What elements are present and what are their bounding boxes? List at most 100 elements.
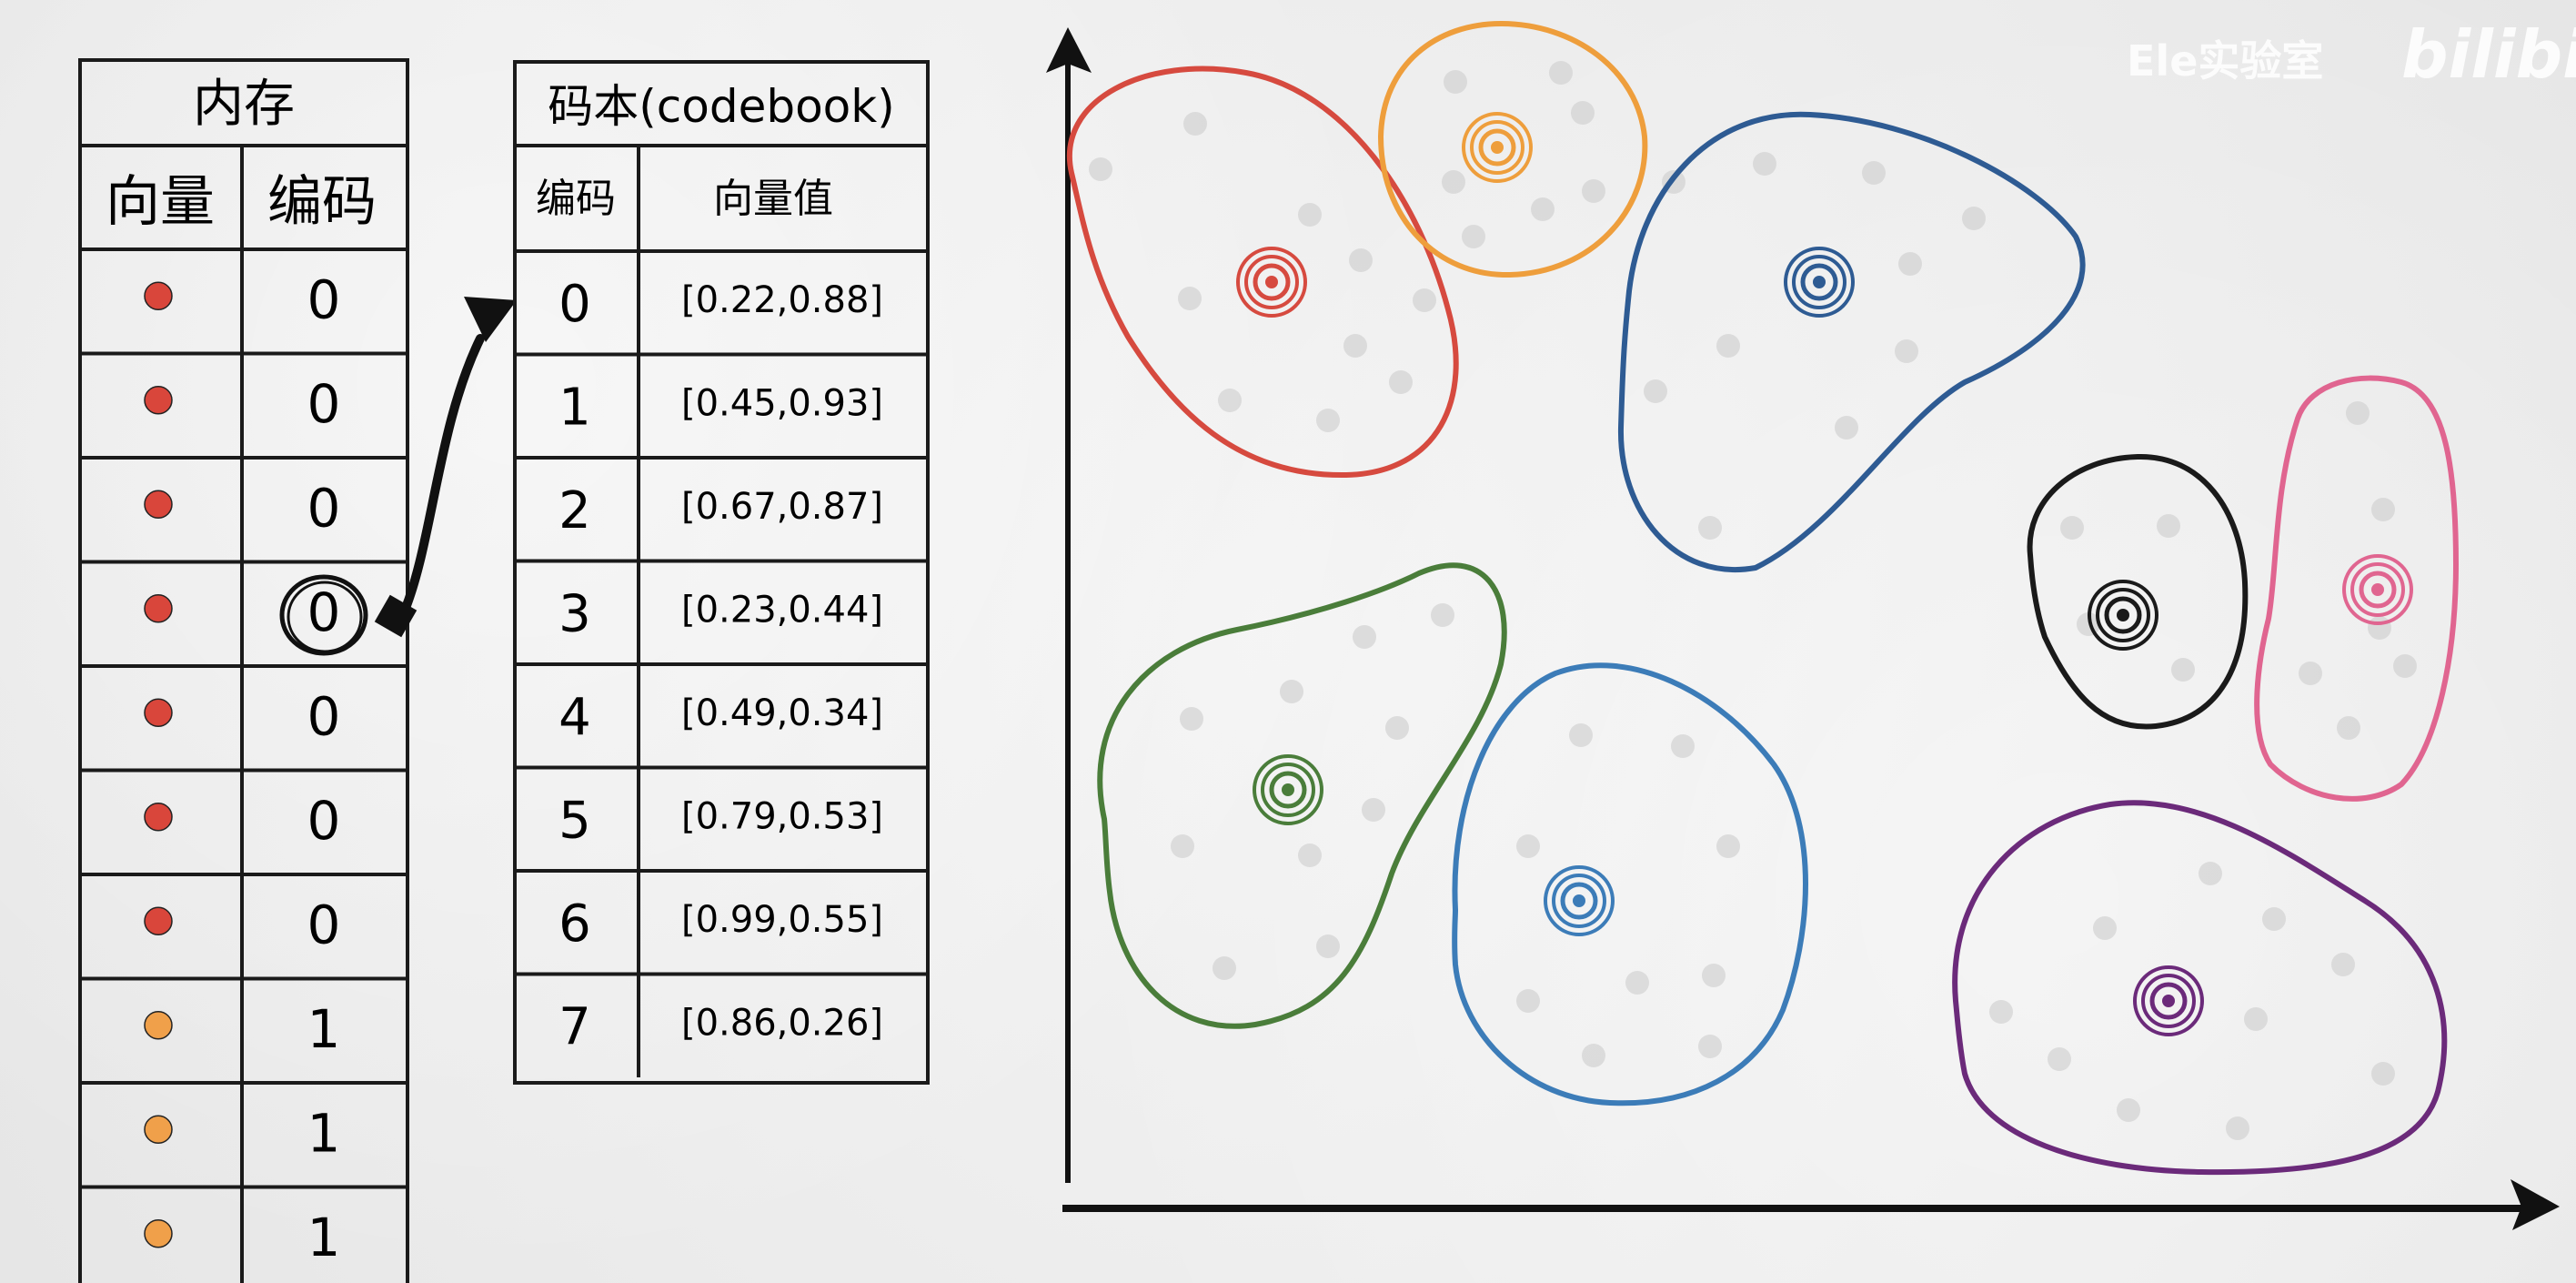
codebook-vector-cell: [0.79,0.53]	[681, 795, 883, 837]
sample-point	[1862, 161, 1886, 185]
memory-vector-dot	[144, 281, 173, 310]
centroid-purple-icon	[2133, 965, 2204, 1036]
memory-col-code-header: 编码	[267, 170, 377, 234]
watermark-channel: Ele实验室	[2127, 36, 2323, 86]
cluster-red-outline	[1067, 66, 1459, 479]
sample-point	[2368, 616, 2391, 640]
sample-point	[1089, 157, 1112, 181]
sample-point	[1753, 152, 1776, 176]
codebook-code-cell: 3	[558, 584, 591, 643]
sample-point	[1698, 516, 1722, 540]
sample-point	[1385, 716, 1409, 740]
sample-point	[2393, 654, 2417, 678]
highlight-circle-icon	[279, 574, 368, 656]
memory-vector-dot	[144, 698, 173, 727]
sample-point	[1516, 989, 1540, 1013]
sample-point	[1582, 1044, 1605, 1067]
codebook-code-cell: 7	[558, 997, 591, 1056]
sample-point	[1444, 70, 1467, 94]
sample-point	[1569, 723, 1593, 747]
sample-point	[2171, 658, 2195, 682]
cluster-green-outline	[1097, 562, 1507, 1029]
sample-point	[2199, 862, 2222, 885]
sample-point	[1389, 370, 1413, 394]
memory-code-cell: 1	[307, 1207, 341, 1268]
memory-code-cell: 0	[307, 685, 341, 747]
memory-vector-dot	[144, 1011, 173, 1040]
sample-point	[1582, 179, 1605, 203]
sample-point	[2371, 498, 2395, 521]
centroid-dark-blue-icon	[1784, 247, 1855, 318]
sample-point	[1413, 288, 1436, 312]
sample-point	[1898, 252, 1922, 276]
sample-point	[1316, 409, 1340, 432]
memory-rows: 0 0 0 0 0 0 0 1 1 1	[144, 268, 341, 1268]
memory-vector-dot	[144, 1219, 173, 1248]
sample-point	[1349, 248, 1373, 272]
memory-vector-dot	[144, 803, 173, 832]
sample-point	[1702, 964, 1726, 987]
codebook-vector-cell: [0.67,0.87]	[681, 486, 883, 528]
sample-point	[1213, 956, 1236, 980]
codebook-col-vector-header: 向量值	[713, 176, 833, 222]
cluster-outlines	[1067, 20, 2460, 1176]
codebook-vector-cell: [0.99,0.55]	[681, 899, 883, 941]
y-axis	[1046, 27, 1092, 1183]
codebook-code-cell: 6	[558, 894, 591, 954]
sample-point	[1218, 389, 1242, 412]
memory-vector-dot	[144, 490, 173, 519]
sample-point	[1625, 971, 1649, 995]
sample-point	[2157, 514, 2180, 538]
memory-table	[78, 58, 409, 1283]
sample-point	[1716, 834, 1740, 858]
sample-point	[1962, 207, 1986, 230]
codebook-table	[513, 60, 930, 1085]
codebook-code-cell: 2	[558, 481, 591, 540]
codebook-col-code-header: 编码	[536, 176, 616, 222]
codebook-vector-cell: [0.23,0.44]	[681, 589, 883, 631]
sample-point	[2093, 916, 2117, 940]
centroid-pink-icon	[2342, 554, 2413, 625]
centroid-black-icon	[2088, 580, 2158, 651]
cluster-pink-outline	[2254, 375, 2460, 802]
cluster-purple-outline	[1952, 800, 2448, 1176]
cluster-orange-outline	[1377, 20, 1648, 278]
sample-point	[2331, 953, 2355, 976]
memory-code-cell: 0	[307, 894, 341, 955]
centroid-red-icon	[1236, 247, 1307, 318]
sample-point	[1698, 1035, 1722, 1058]
memory-code-cell: 0	[307, 477, 341, 539]
codebook-table-title: 码本(codebook)	[548, 80, 894, 133]
sample-point	[1178, 287, 1202, 310]
sample-point	[1989, 1000, 2013, 1024]
memory-vector-dot	[144, 386, 173, 415]
memory-code-cell: 0	[307, 581, 341, 643]
x-axis	[1062, 1179, 2560, 1230]
sample-point	[1442, 170, 1465, 194]
memory-code-cell: 0	[307, 373, 341, 435]
codebook-rows: 0 [0.22,0.88] 1 [0.45,0.93] 2 [0.67,0.87] 3 [0.…	[558, 275, 883, 1057]
sample-point	[1180, 707, 1203, 731]
memory-code-cell: 1	[307, 1102, 341, 1164]
cluster-dark-blue-outline	[1617, 111, 2086, 572]
sample-point	[1895, 339, 1918, 363]
centroids	[1236, 112, 2413, 1036]
memory-vector-dot	[144, 906, 173, 935]
sample-point	[1298, 844, 1322, 867]
cluster-light-blue-outline	[1452, 662, 1808, 1106]
sample-point	[1353, 625, 1376, 649]
sample-point	[1171, 834, 1194, 858]
codebook-vector-cell: [0.86,0.26]	[681, 1002, 883, 1044]
memory-col-vector-header: 向量	[106, 170, 215, 234]
sample-point	[1671, 734, 1695, 758]
sample-points	[1089, 61, 2417, 1140]
codebook-vector-cell: [0.45,0.93]	[681, 382, 883, 424]
sample-point	[1549, 61, 1573, 85]
sample-point	[1835, 416, 1858, 439]
sample-point	[1362, 798, 1385, 822]
sample-point	[2244, 1007, 2268, 1031]
sample-point	[2048, 1047, 2071, 1071]
sample-point	[2299, 662, 2322, 685]
memory-table-title: 内存	[193, 75, 295, 134]
sample-point	[1183, 112, 1207, 136]
